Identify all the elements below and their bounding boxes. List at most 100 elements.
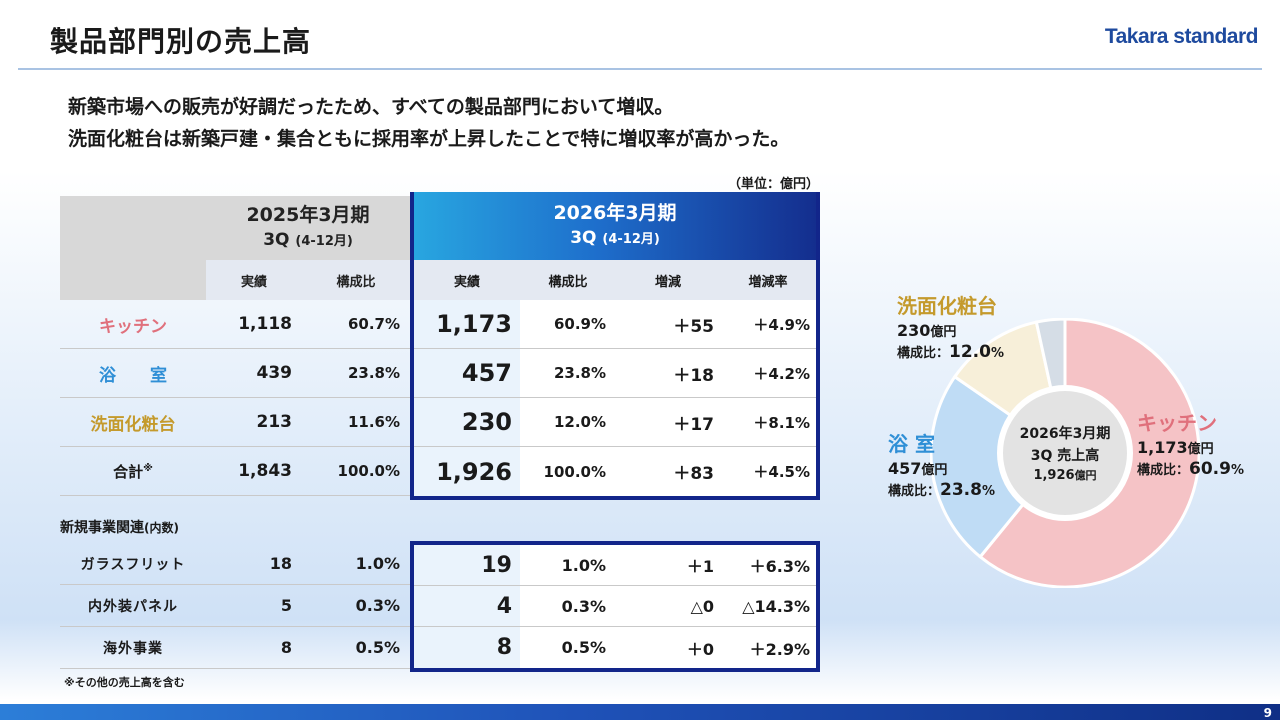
curr-ratio: 60.9% (553, 315, 606, 333)
new-business-title: 新規事業関連(内数) (60, 520, 179, 536)
col-actual: 実績 (240, 274, 267, 290)
row-label: 合計※ (60, 461, 206, 482)
donut-center-period: 2026年3月期 (1019, 426, 1111, 442)
prev-ratio: 0.3% (355, 596, 400, 615)
pie-label-washstand: 洗面化粧台 230億円 構成比：12.0% (897, 294, 1004, 362)
table-row: 230 12.0% ＋17 ＋8.1% (414, 398, 816, 447)
row-label: 洗面化粧台 (90, 414, 176, 435)
table-row: ガラスフリット 18 1.0% (60, 543, 410, 585)
table-row: 457 23.8% ＋18 ＋4.2% (414, 349, 816, 398)
curr-actual: 19 (414, 545, 520, 585)
company-logo: Takara standard (1104, 25, 1259, 48)
curr-actual: 8 (414, 627, 520, 668)
change-rate: △14.3% (742, 596, 810, 616)
sales-donut-chart: 2026年3月期 3Q 売上高 1,926億円 (929, 317, 1201, 589)
page-number: 9 (1263, 706, 1272, 720)
table-row: 1,926 100.0% ＋83 ＋4.5% (414, 447, 816, 496)
table-row: 合計※ 1,843 100.0% (60, 447, 410, 496)
prev-ratio: 23.8% (347, 364, 400, 382)
page-title: 製品部門別の売上高 (50, 25, 312, 58)
change-rate: ＋4.2% (753, 364, 810, 383)
table-row: 内外装パネル 5 0.3% (60, 585, 410, 627)
change: ＋18 (673, 365, 714, 386)
donut-center-total: 1,926億円 (1033, 468, 1097, 483)
table-row: キッチン 1,118 60.7% (60, 300, 410, 349)
curr-ratio: 0.3% (561, 596, 606, 616)
prev-actual: 439 (256, 363, 293, 383)
table-row: 19 1.0% ＋1 ＋6.3% (414, 545, 816, 586)
bottom-band (0, 704, 1280, 720)
change: ＋55 (673, 316, 714, 337)
curr-ratio: 23.8% (553, 364, 606, 382)
curr-actual: 1,926 (414, 447, 520, 496)
prev-actual: 1,843 (238, 461, 292, 481)
footnote: ※その他の売上高を含む (64, 676, 185, 689)
donut-hole (997, 385, 1133, 521)
new-business-prev-table: ガラスフリット 18 1.0% 内外装パネル 5 0.3% 海外事業 8 0.5% (60, 543, 410, 669)
row-label: キッチン (99, 316, 167, 337)
row-label-mark: ※ (143, 462, 153, 474)
row-label: 内外装パネル (88, 598, 178, 615)
pie-label-bath: 浴 室 457億円 構成比：23.8% (888, 432, 995, 500)
donut-center: 2026年3月期 3Q 売上高 1,926億円 (930, 318, 1200, 588)
new-business-curr-table: 19 1.0% ＋1 ＋6.3% 4 0.3% △0 △14.3% 8 0.5% ＋0 ＋2.9% (410, 541, 820, 672)
table-row: 1,173 60.9% ＋55 ＋4.9% (414, 300, 816, 349)
curr-period-q: 3Q (4-12月) (570, 228, 660, 248)
prev-actual: 1,118 (238, 314, 292, 334)
prev-ratio: 1.0% (355, 554, 400, 573)
title-rule (18, 68, 1262, 70)
curr-period-header: 2026年3月期 3Q (4-12月) (414, 192, 816, 260)
prev-actual: 213 (256, 412, 293, 432)
curr-ratio: 12.0% (553, 413, 606, 431)
curr-period-table: 2026年3月期 3Q (4-12月) 実績 構成比 増減 増減率 1,173 6… (410, 192, 820, 500)
row-label: 海外事業 (103, 640, 163, 657)
row-label: 浴 室 (99, 365, 167, 386)
prev-actual: 5 (280, 596, 292, 615)
donut-svg (929, 317, 1201, 589)
lead-line-2: 洗面化粧台は新築戸建・集合ともに採用率が上昇したことで特に増収率が高かった。 (68, 128, 790, 150)
change-rate: ＋2.9% (749, 639, 810, 659)
change-rate: ＋4.5% (753, 463, 810, 481)
curr-actual: 230 (414, 398, 520, 446)
change-rate: ＋4.9% (753, 315, 810, 334)
row-label: ガラスフリット (80, 556, 186, 573)
pie-label-kitchen: キッチン 1,173億円 構成比：60.9% (1137, 411, 1244, 479)
curr-ratio: 1.0% (561, 555, 606, 575)
table-row: 4 0.3% △0 △14.3% (414, 586, 816, 627)
curr-actual: 457 (414, 349, 520, 397)
change: ＋83 (673, 464, 714, 484)
donut-center-label: 3Q 売上高 (1030, 448, 1100, 464)
curr-actual: 4 (414, 586, 520, 626)
unit-note: （単位：億円） (728, 177, 820, 192)
change-rate: ＋6.3% (749, 557, 810, 576)
change: ＋17 (673, 414, 714, 435)
prev-period-header: 2025年3月期 3Q (4-12月) 実績 構成比 (60, 196, 410, 300)
change: ＋1 (686, 557, 714, 576)
curr-ratio: 100.0% (543, 462, 606, 481)
change-rate: ＋8.1% (753, 413, 810, 432)
lead-text: 新築市場への販売が好調だったため、すべての製品部門において増収。 洗面化粧台は新… (68, 91, 789, 155)
curr-ratio: 0.5% (561, 638, 606, 657)
lead-line-1: 新築市場への販売が好調だったため、すべての製品部門において増収。 (68, 96, 674, 118)
curr-actual: 1,173 (414, 300, 520, 348)
col-change: 増減 (654, 274, 681, 290)
curr-period-title: 2026年3月期 (553, 202, 677, 224)
col-ratio: 構成比 (548, 274, 588, 290)
prev-period-table: 2025年3月期 3Q (4-12月) 実績 構成比 キッチン 1,118 60.7… (60, 196, 410, 496)
table-row: 海外事業 8 0.5% (60, 627, 410, 669)
prev-ratio: 100.0% (337, 462, 400, 480)
table-row: 洗面化粧台 213 11.6% (60, 398, 410, 447)
prev-ratio: 60.7% (347, 315, 400, 333)
col-ratio: 構成比 (336, 274, 376, 290)
prev-actual: 18 (269, 554, 292, 573)
prev-ratio: 0.5% (355, 638, 400, 657)
change: ＋0 (686, 639, 714, 659)
table-row: 8 0.5% ＋0 ＋2.9% (414, 627, 816, 668)
table-row: 浴 室 439 23.8% (60, 349, 410, 398)
prev-actual: 8 (280, 638, 292, 657)
change: △0 (690, 596, 714, 616)
prev-period-title: 2025年3月期 (246, 204, 370, 226)
prev-period-q: 3Q (4-12月) (263, 230, 353, 250)
row-label-text: 合計 (113, 462, 144, 481)
col-actual: 実績 (453, 274, 480, 290)
